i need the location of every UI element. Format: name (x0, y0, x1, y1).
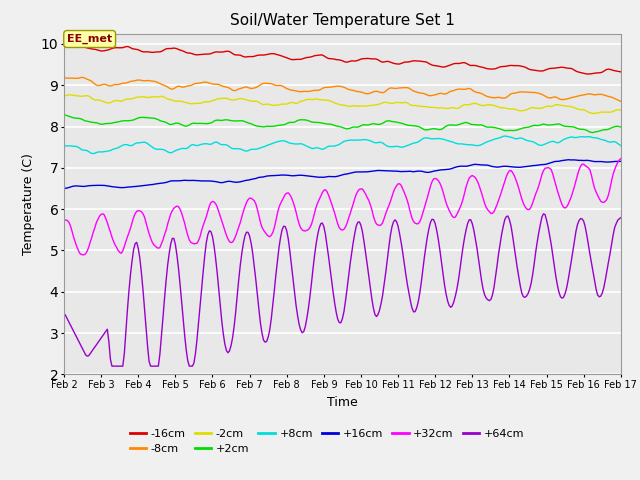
+8cm (60, 143, 68, 148)
-2cm (397, 100, 405, 106)
+16cm (396, 168, 403, 174)
+32cm (397, 182, 405, 188)
+8cm (410, 140, 417, 146)
-8cm (617, 98, 625, 104)
+8cm (552, 139, 559, 145)
-16cm (60, 43, 68, 48)
+2cm (617, 124, 625, 130)
+16cm (377, 168, 385, 173)
-8cm (379, 90, 387, 96)
+8cm (397, 144, 405, 150)
-16cm (165, 46, 173, 51)
-8cm (165, 85, 173, 91)
-8cm (550, 94, 558, 100)
+64cm (397, 240, 405, 245)
Legend: -16cm, -8cm, -2cm, +2cm, +8cm, +16cm, +32cm, +64cm: -16cm, -8cm, -2cm, +2cm, +8cm, +16cm, +3… (125, 424, 529, 459)
-2cm (617, 107, 625, 113)
+2cm (396, 120, 403, 126)
-16cm (584, 71, 592, 77)
X-axis label: Time: Time (327, 396, 358, 408)
-2cm (77, 93, 85, 99)
+8cm (76, 145, 83, 151)
+64cm (379, 292, 387, 298)
+16cm (76, 183, 83, 189)
+8cm (90, 151, 97, 156)
Line: +64cm: +64cm (64, 214, 621, 366)
-16cm (550, 65, 558, 71)
Y-axis label: Temperature (C): Temperature (C) (22, 153, 35, 255)
+2cm (60, 112, 68, 118)
+8cm (501, 133, 509, 139)
Text: EE_met: EE_met (67, 34, 112, 44)
+2cm (408, 123, 416, 129)
+32cm (617, 156, 625, 161)
+16cm (549, 159, 557, 165)
-8cm (76, 75, 83, 81)
-2cm (165, 96, 173, 102)
+32cm (410, 219, 417, 225)
+64cm (76, 340, 83, 346)
Line: +8cm: +8cm (64, 136, 621, 154)
-2cm (67, 92, 74, 98)
Title: Soil/Water Temperature Set 1: Soil/Water Temperature Set 1 (230, 13, 455, 28)
-8cm (410, 88, 417, 94)
+8cm (617, 143, 625, 148)
+32cm (76, 250, 83, 256)
+64cm (617, 215, 625, 221)
+64cm (552, 274, 559, 279)
-2cm (410, 103, 417, 108)
Line: +32cm: +32cm (64, 158, 621, 255)
+16cm (164, 179, 172, 185)
-16cm (77, 42, 85, 48)
+32cm (550, 177, 558, 182)
+2cm (589, 130, 597, 135)
+2cm (377, 121, 385, 127)
+64cm (540, 211, 547, 216)
-16cm (379, 59, 387, 65)
+64cm (165, 251, 173, 256)
+32cm (60, 217, 68, 223)
Line: -2cm: -2cm (64, 95, 621, 113)
+32cm (165, 216, 173, 222)
-2cm (589, 110, 597, 116)
-2cm (550, 103, 558, 108)
+32cm (79, 252, 86, 258)
-2cm (60, 93, 68, 99)
+64cm (410, 309, 417, 315)
+16cm (60, 186, 68, 192)
+32cm (379, 220, 387, 226)
-8cm (60, 75, 68, 81)
-16cm (617, 69, 625, 75)
Line: -8cm: -8cm (64, 77, 621, 101)
-16cm (410, 58, 417, 64)
-2cm (379, 100, 387, 106)
-16cm (71, 40, 79, 46)
-8cm (397, 85, 405, 91)
Line: -16cm: -16cm (64, 43, 621, 74)
Line: +2cm: +2cm (64, 115, 621, 132)
+2cm (76, 116, 83, 121)
+16cm (617, 158, 625, 164)
-8cm (79, 74, 86, 80)
+64cm (60, 311, 68, 316)
-16cm (397, 60, 405, 66)
+2cm (164, 120, 172, 126)
+8cm (165, 150, 173, 156)
+2cm (549, 122, 557, 128)
Line: +16cm: +16cm (64, 160, 621, 189)
+64cm (108, 363, 116, 369)
+8cm (379, 140, 387, 146)
+16cm (564, 157, 572, 163)
+16cm (408, 168, 416, 174)
